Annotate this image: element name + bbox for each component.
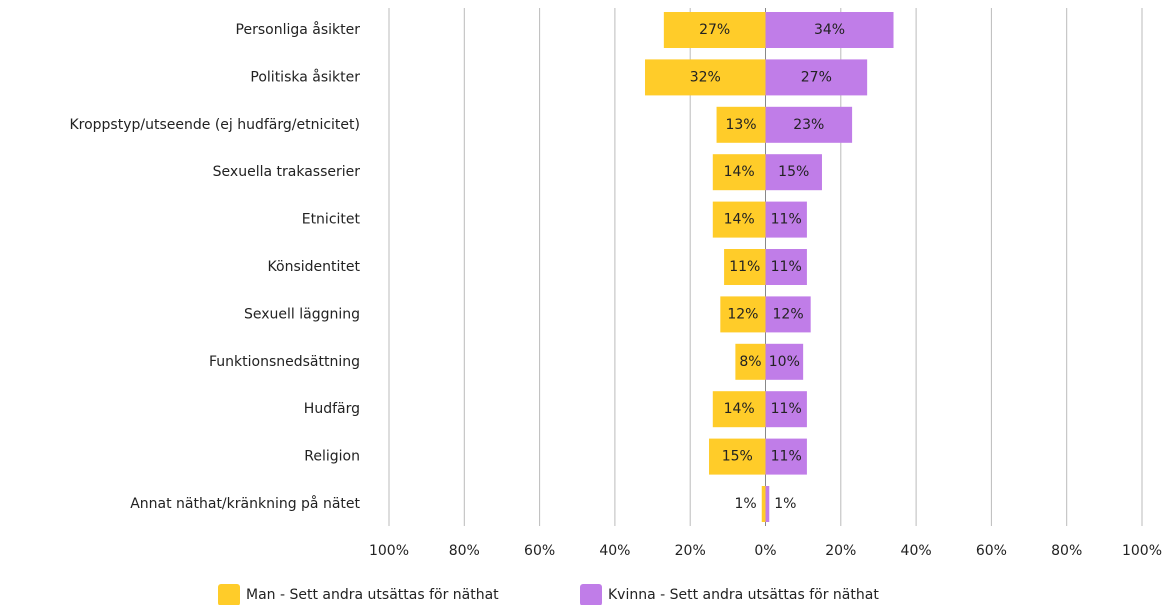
category-label: Politiska åsikter [250,68,360,85]
x-tick-label: 40% [901,543,932,559]
value-label: 11% [771,401,802,417]
value-label: 8% [739,354,761,370]
bar [724,249,766,285]
value-label: 12% [773,306,804,322]
bar [765,201,807,238]
bar [735,343,766,380]
value-label: 34% [814,22,845,38]
category-label: Hudfärg [304,401,360,417]
value-label: 10% [769,354,800,370]
bar [765,486,770,522]
bar [709,438,766,475]
category-label: Sexuell läggning [244,306,360,322]
category-label: Funktionsnedsättning [209,354,360,370]
category-label: Etnicitet [302,212,361,228]
bar [716,106,766,143]
legend-label: Man - Sett andra utsättas för näthat [246,587,499,603]
legend-label: Kvinna - Sett andra utsättas för näthat [608,587,879,603]
value-label: 14% [724,401,755,417]
bar [765,249,807,285]
value-label: 12% [727,306,758,322]
value-label: 11% [771,212,802,228]
value-label: 15% [778,164,809,180]
bar [765,106,853,143]
category-label: Könsidentitet [268,259,361,275]
category-label: Annat näthat/kränkning på nätet [130,495,360,512]
bar [765,59,868,96]
value-label: 13% [725,117,756,133]
bar [765,391,807,428]
category-label: Personliga åsikter [236,21,361,38]
bar [765,343,804,380]
category-label: Kroppstyp/utseende (ej hudfärg/etnicitet… [69,117,360,133]
value-label: 32% [690,69,721,85]
legend-swatch [218,584,240,605]
x-tick-label: 60% [524,543,555,559]
value-label: 15% [722,449,753,465]
x-tick-label: 20% [825,543,856,559]
value-label: 27% [699,22,730,38]
value-label: 23% [793,117,824,133]
value-label: 11% [771,259,802,275]
bar [712,391,766,428]
bar [761,486,766,522]
x-tick-label: 80% [449,543,480,559]
bar [712,154,766,191]
value-label: 1% [735,496,757,512]
value-label: 11% [729,259,760,275]
x-tick-label: 40% [599,543,630,559]
bar [765,154,822,191]
bar [765,12,894,48]
category-label: Sexuella trakasserier [213,164,361,180]
x-tick-label: 60% [976,543,1007,559]
bar [765,296,811,333]
value-label: 14% [724,164,755,180]
bar [765,438,807,475]
value-label: 1% [774,496,796,512]
value-label: 27% [801,69,832,85]
x-tick-label: 100% [1122,543,1162,559]
legend-swatch [580,584,602,605]
bar [645,59,766,96]
x-tick-label: 100% [369,543,409,559]
bar [663,12,766,48]
value-label: 11% [771,449,802,465]
x-tick-label: 20% [675,543,706,559]
x-tick-label: 0% [754,543,776,559]
x-tick-label: 80% [1051,543,1082,559]
bar [712,201,766,238]
value-label: 14% [724,212,755,228]
bar [720,296,766,333]
category-label: Religion [304,449,360,465]
